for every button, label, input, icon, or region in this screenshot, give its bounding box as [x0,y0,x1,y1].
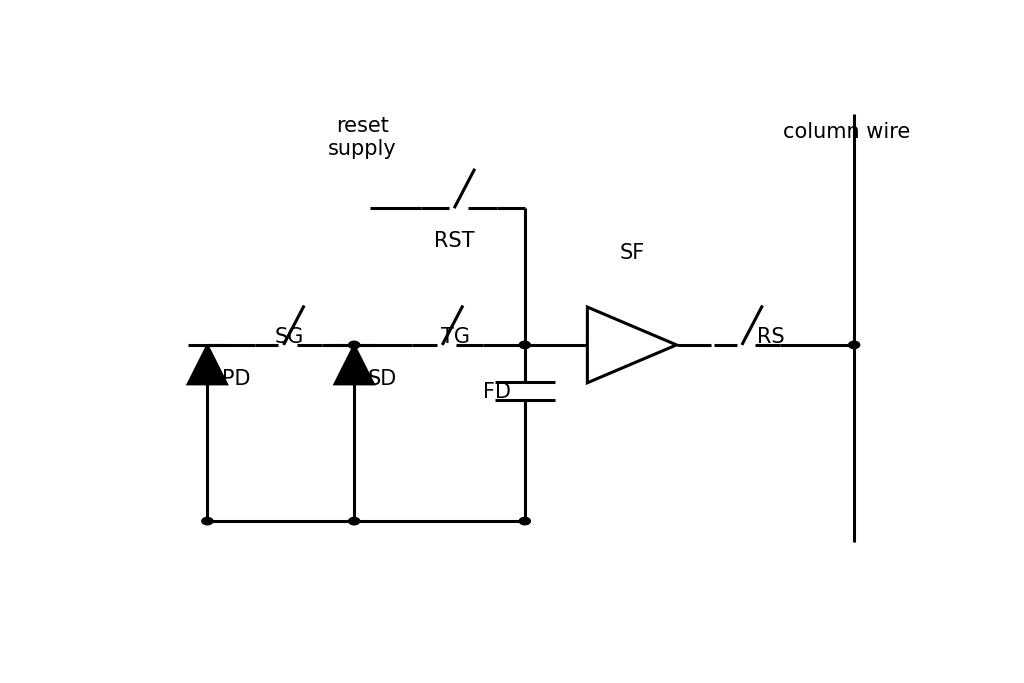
Text: RST: RST [433,232,474,251]
Text: SF: SF [620,243,644,264]
Circle shape [348,342,359,348]
Text: FD: FD [483,382,511,402]
Text: SG: SG [274,326,304,346]
Text: reset
supply: reset supply [328,115,396,158]
Circle shape [202,518,213,525]
Text: SD: SD [368,369,397,389]
Text: TG: TG [441,326,470,346]
Text: PD: PD [221,369,250,389]
Circle shape [849,342,860,348]
Text: column wire: column wire [782,122,910,142]
Polygon shape [334,345,374,385]
Circle shape [519,518,530,525]
Text: RS: RS [758,326,785,346]
Circle shape [348,518,359,525]
Polygon shape [187,345,227,385]
Circle shape [519,342,530,348]
